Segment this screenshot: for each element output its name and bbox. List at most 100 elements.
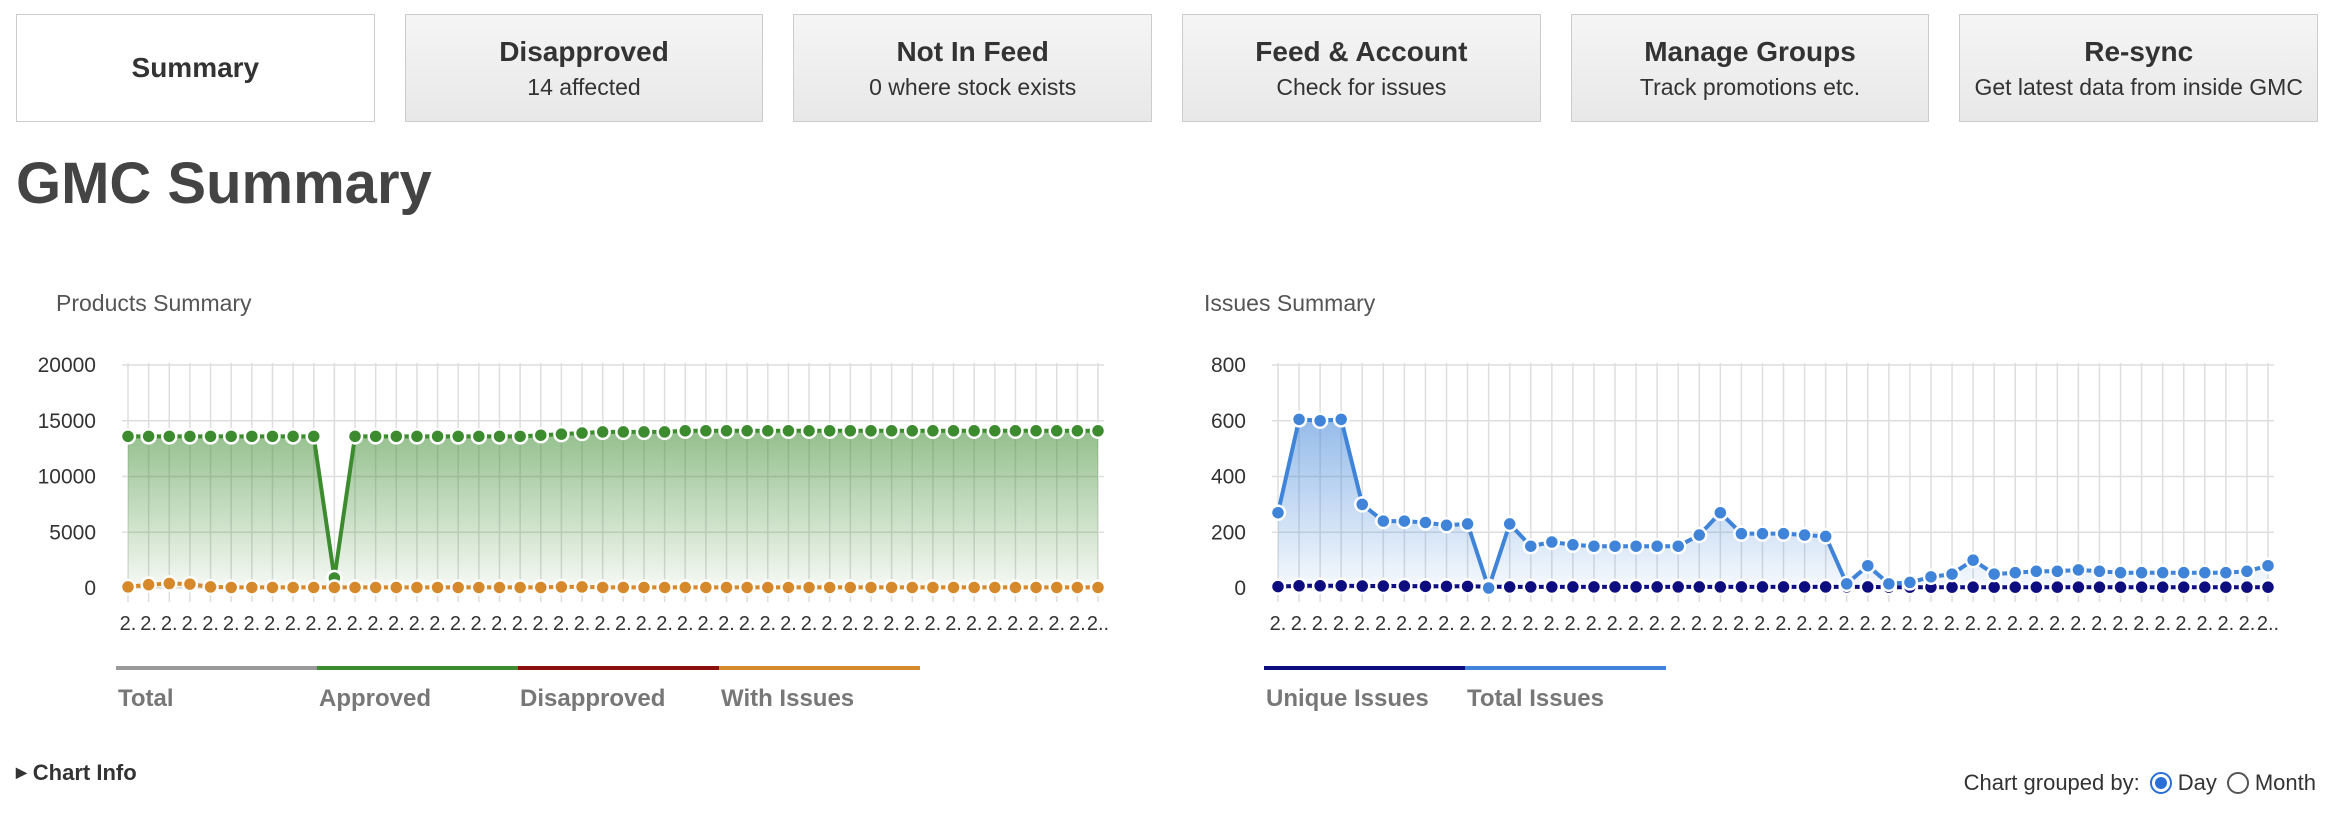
group-by-month-label[interactable]: Month — [2254, 770, 2316, 795]
data-point — [738, 579, 756, 596]
data-point — [2196, 564, 2214, 581]
chart-info-label: Chart Info — [32, 760, 137, 785]
data-point — [222, 428, 240, 445]
data-point — [1311, 412, 1329, 429]
tab-manage-groups[interactable]: Manage Groups Track promotions etc. — [1570, 14, 1930, 122]
data-point — [1817, 528, 1834, 545]
x-tick-label: 2. — [986, 613, 1003, 635]
data-point — [2112, 578, 2129, 596]
issues-summary-chart: Issues Summary 0 200 400 600 800 2. 2. 2. 2. 2. 2.… — [1150, 280, 2300, 730]
data-point — [2154, 578, 2171, 596]
tab-re-sync[interactable]: Re-sync Get latest data from inside GMC — [1959, 14, 2319, 122]
data-point — [986, 422, 1004, 440]
data-point — [1069, 422, 1086, 440]
data-point — [2133, 578, 2150, 596]
data-point — [2006, 578, 2024, 596]
group-by-day-label[interactable]: Day — [2177, 770, 2217, 795]
data-point — [1089, 579, 1107, 596]
data-point — [1027, 579, 1045, 596]
data-point — [1585, 537, 1603, 555]
data-point — [326, 579, 343, 596]
tab-feed-account[interactable]: Feed & Account Check for issues — [1182, 14, 1541, 122]
data-point — [1417, 578, 1434, 595]
x-tick-label: 2. — [801, 613, 818, 635]
data-point — [2112, 564, 2129, 581]
products-summary-chart: Products Summary 0 5000 10000 15000 20000 2. 2… — [0, 280, 1150, 730]
x-tick-label: 2. — [1543, 613, 1560, 635]
data-point — [904, 422, 921, 440]
data-point — [1754, 578, 1771, 596]
x-tick-label: 2. — [161, 613, 178, 635]
data-point — [429, 579, 446, 596]
data-point — [284, 428, 302, 445]
data-point — [780, 422, 797, 440]
data-point — [1964, 551, 1982, 569]
tab-bar: Summary Disapproved 14 affected Not In F… — [16, 14, 2319, 122]
tab-summary[interactable]: Summary — [16, 14, 375, 122]
x-tick-label: 2. — [2196, 613, 2213, 635]
data-point — [1880, 575, 1898, 593]
data-point — [1585, 578, 1603, 596]
data-point — [1375, 577, 1392, 595]
data-point — [1838, 575, 1855, 593]
data-point — [676, 579, 694, 596]
data-point — [1964, 578, 1982, 596]
data-point — [800, 422, 818, 440]
data-point — [2217, 564, 2235, 581]
data-point — [1048, 422, 1065, 440]
x-tick-label: 2. — [656, 613, 673, 635]
data-point — [1269, 578, 1287, 595]
data-point — [1332, 411, 1350, 428]
x-tick-label: 2. — [326, 613, 343, 635]
data-point — [635, 579, 653, 596]
data-point — [119, 578, 137, 596]
y-tick-label: 600 — [1211, 410, 1246, 433]
chart-title: Issues Summary — [1204, 290, 1376, 316]
data-point — [1089, 422, 1107, 440]
data-point — [594, 579, 611, 596]
tab-summary-title: Summary — [131, 52, 260, 83]
data-point — [2070, 578, 2087, 596]
data-point — [1691, 578, 1708, 596]
data-point — [697, 422, 715, 440]
data-point — [965, 422, 983, 440]
chart-info-toggle[interactable]: ▶ Chart Info — [16, 760, 137, 786]
data-point — [1775, 578, 1792, 596]
data-point — [1396, 577, 1413, 595]
data-point — [945, 422, 962, 440]
group-by-day-radio[interactable] — [2149, 772, 2172, 794]
x-tick-label: 2. — [1796, 613, 1813, 635]
data-point — [1375, 512, 1392, 530]
data-point — [408, 428, 426, 445]
data-point — [615, 423, 632, 441]
data-point — [800, 579, 818, 596]
tab-manage-groups-subtitle: Track promotions etc. — [1639, 73, 1861, 100]
group-by-month-radio[interactable] — [2226, 772, 2249, 794]
x-tick-label: 2. — [1838, 613, 1855, 635]
data-point — [1027, 422, 1045, 440]
data-point — [264, 428, 281, 445]
data-point — [780, 579, 797, 596]
tab-not-in-feed[interactable]: Not In Feed 0 where stock exists — [793, 14, 1153, 122]
data-point — [1648, 537, 1666, 555]
data-point — [1606, 578, 1624, 596]
data-point — [470, 579, 488, 596]
x-tick-label: 2. — [1649, 613, 1666, 635]
data-point — [346, 579, 364, 596]
legend-label: Total Issues — [1467, 685, 1604, 712]
data-point — [119, 428, 137, 445]
data-point — [429, 428, 446, 445]
data-point — [140, 576, 157, 593]
data-point — [161, 428, 178, 445]
data-point — [243, 428, 261, 445]
data-point — [1796, 578, 1813, 596]
data-point — [511, 579, 529, 596]
data-point — [181, 428, 199, 445]
data-point — [1817, 578, 1834, 596]
data-point — [1459, 515, 1476, 533]
chart-legend: Unique Issues Total Issues — [1264, 666, 1666, 712]
data-point — [367, 579, 384, 596]
x-tick-label: 2. — [140, 613, 157, 635]
tab-disapproved[interactable]: Disapproved 14 affected — [404, 14, 764, 122]
x-tick-label: 2. — [780, 613, 797, 635]
